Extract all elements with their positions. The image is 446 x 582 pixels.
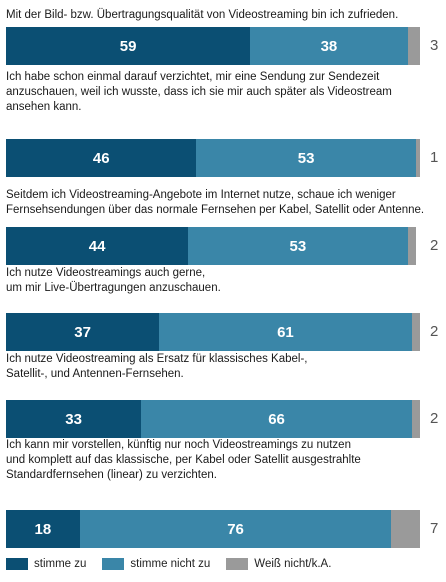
legend-swatch-unknown — [226, 558, 249, 570]
data-label-agree-1: 59 — [119, 37, 137, 55]
bar-segment-disagree-6: 76 — [79, 510, 392, 548]
legend-item-disagree: stimme nicht zu — [102, 558, 210, 570]
data-label-disagree-1: 38 — [320, 37, 338, 55]
bar-segment-unknown-1 — [407, 27, 420, 65]
data-label-disagree-3: 53 — [289, 237, 307, 255]
data-label-agree-6: 18 — [34, 520, 52, 538]
data-label-agree-3: 44 — [88, 237, 106, 255]
legend-label-disagree: stimme nicht zu — [130, 558, 211, 570]
bar-segment-disagree-4: 61 — [159, 313, 412, 351]
bar-segment-agree-2: 46 — [6, 139, 197, 177]
data-label-unknown-3: 2 — [430, 237, 439, 254]
legend-swatch-disagree — [102, 558, 125, 570]
question-text-1: Mit der Bild- bzw. Übertragungsqualität … — [6, 9, 399, 21]
bar-row-5: 33 66 — [6, 400, 420, 438]
legend-label-unknown: Weiß nicht/k.A. — [254, 558, 332, 570]
data-label-unknown-6: 7 — [430, 520, 439, 537]
bar-segment-unknown-2 — [415, 139, 420, 177]
bar-segment-unknown-4 — [411, 313, 420, 351]
data-label-agree-4: 37 — [74, 323, 91, 341]
legend: stimme zu stimme nicht zu Weiß nicht/k.A… — [6, 558, 331, 570]
question-text-3: Seitdem ich Videostreaming-Angebote im I… — [6, 189, 425, 216]
data-label-disagree-6: 76 — [227, 520, 244, 538]
bar-segment-disagree-2: 53 — [196, 139, 416, 177]
question-text-4: Ich nutze Videostreamings auch gerne, um… — [6, 267, 221, 294]
data-label-agree-2: 46 — [92, 149, 110, 167]
bar-segment-disagree-5: 66 — [141, 400, 412, 438]
legend-item-agree: stimme zu — [6, 558, 86, 570]
legend-swatch-agree — [6, 558, 28, 570]
legend-item-unknown: Weiß nicht/k.A. — [226, 558, 331, 570]
data-label-disagree-4: 61 — [277, 323, 294, 341]
bar-segment-unknown-3 — [407, 227, 416, 265]
bar-segment-agree-1: 59 — [6, 27, 251, 65]
bar-segment-agree-5: 33 — [6, 400, 142, 438]
bar-segment-unknown-5 — [411, 400, 420, 438]
bar-segment-unknown-6 — [391, 510, 420, 548]
bar-segment-disagree-3: 53 — [188, 227, 408, 265]
bar-row-4: 37 61 — [6, 313, 420, 351]
bar-row-6: 18 76 — [6, 510, 420, 548]
bar-row-2: 46 53 — [6, 139, 420, 177]
bar-segment-agree-4: 37 — [6, 313, 160, 351]
bar-segment-agree-6: 18 — [6, 510, 80, 548]
legend-label-agree: stimme zu — [34, 558, 87, 570]
bar-row-1: 59 38 — [6, 27, 420, 65]
bar-row-3: 44 53 — [6, 227, 420, 265]
data-label-unknown-5: 2 — [430, 410, 439, 427]
data-label-agree-5: 33 — [65, 410, 82, 428]
question-text-5: Ich nutze Videostreaming als Ersatz für … — [6, 353, 308, 380]
bar-segment-disagree-1: 38 — [250, 27, 408, 65]
data-label-unknown-1: 3 — [430, 37, 439, 54]
data-label-unknown-4: 2 — [430, 323, 439, 340]
question-text-6: Ich kann mir vorstellen, künftig nur noc… — [6, 439, 361, 481]
bar-segment-agree-3: 44 — [6, 227, 189, 265]
data-label-disagree-5: 66 — [268, 410, 285, 428]
question-text-2: Ich habe schon einmal darauf verzichtet,… — [6, 71, 392, 113]
data-label-disagree-2: 53 — [297, 149, 315, 167]
data-label-unknown-2: 1 — [430, 149, 439, 166]
